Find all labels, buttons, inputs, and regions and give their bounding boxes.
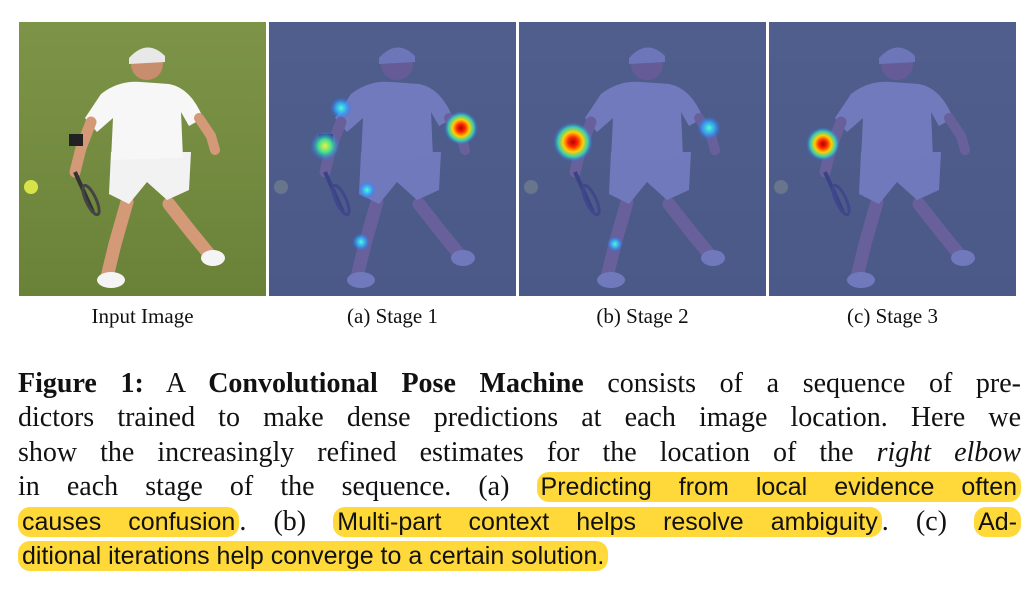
- caption-line-1: Figure 1: A Convolutional Pose Machine c…: [18, 367, 1021, 401]
- caption-text: consists of a sequence of pre-: [583, 368, 1021, 399]
- method-name: Convolutional Pose Machine: [208, 368, 584, 399]
- panel-caption-stage-3: (c) Stage 3: [847, 304, 938, 328]
- panel-caption-stage-1: (a) Stage 1: [347, 304, 438, 328]
- stage-3-heatmap-panel: [769, 22, 1016, 296]
- figure-caption: Figure 1: A Convolutional Pose Machine c…: [18, 367, 1022, 573]
- highlight-a-part-2: causes confusion: [18, 506, 240, 537]
- highlight-b: Multi-part context helps resolve ambigui…: [333, 506, 882, 537]
- figure-label: Figure 1:: [18, 368, 144, 399]
- stage-2-heatmap: [519, 22, 766, 296]
- caption-text: in each stage of the sequence. (a): [18, 471, 537, 503]
- caption-line-2: dictors trained to make dense prediction…: [18, 402, 1021, 434]
- panel-caption-input: Input Image: [91, 304, 194, 328]
- panel-caption-stage-2: (b) Stage 2: [596, 304, 689, 328]
- caption-line-4: in each stage of the sequence. (a) Predi…: [18, 470, 1022, 504]
- highlight-c-part-2: ditional iterations help converge to a c…: [18, 541, 609, 572]
- stage-2-heatmap-panel: [519, 22, 766, 296]
- caption-line-3: show the increasingly refined estimates …: [18, 436, 1021, 470]
- highlight-a-part-1: Predicting from local evidence often: [536, 472, 1022, 503]
- caption-text: . (c): [881, 505, 975, 537]
- tennis-player-photo: [19, 22, 266, 296]
- right-elbow-term: right elbow: [876, 436, 1021, 468]
- caption-line-5: causes confusion. (b) Multi-part context…: [18, 505, 1022, 539]
- input-image-panel: [19, 22, 266, 296]
- highlight-c-part-1: Ad-: [974, 506, 1022, 537]
- stage-1-heatmap: [269, 22, 516, 296]
- caption-text: show the increasingly refined estimates …: [18, 436, 877, 468]
- caption-text: . (b): [239, 505, 334, 537]
- caption-text: A: [143, 368, 209, 399]
- stage-1-heatmap-panel: [269, 22, 516, 296]
- stage-3-heatmap: [769, 22, 1016, 296]
- caption-line-6: ditional iterations help converge to a c…: [18, 539, 1021, 573]
